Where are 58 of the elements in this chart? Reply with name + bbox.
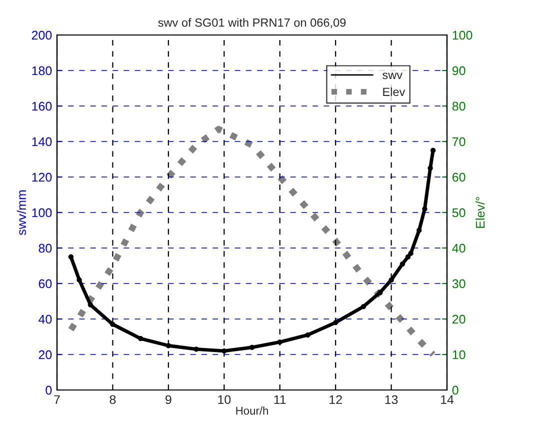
x-tick-label: 13	[385, 395, 398, 404]
point	[166, 343, 172, 348]
y2-tick-label: 10	[452, 350, 466, 360]
point	[388, 277, 394, 283]
y-tick-label: 0	[46, 386, 52, 395]
y-axis-title: swv/mm	[16, 190, 26, 236]
y-tick-label: 180	[32, 66, 52, 76]
point	[76, 277, 82, 283]
point	[360, 304, 366, 310]
point	[430, 148, 436, 153]
legend-label: swv	[382, 72, 402, 80]
y2-tick-label: 0	[452, 386, 458, 395]
y-tick-label: 200	[32, 30, 52, 40]
x-tick-label: 14	[441, 395, 454, 404]
y-tick-label: 100	[32, 208, 52, 218]
point	[277, 339, 282, 345]
y-tick-label: 80	[38, 244, 52, 253]
y2-tick-label: 70	[452, 137, 466, 146]
legend-label: Elev	[383, 87, 406, 96]
x-tick-label: 11	[274, 395, 286, 404]
x-axis-title: Hour/h	[236, 406, 268, 415]
y-tick-label: 20	[38, 350, 52, 360]
x-tick-label: 8	[110, 395, 116, 404]
x-tick-label: 12	[330, 395, 342, 404]
point	[428, 166, 433, 171]
point	[408, 250, 414, 256]
point	[400, 261, 406, 267]
point	[88, 302, 94, 308]
point	[249, 344, 255, 350]
y2-tick-label: 30	[452, 279, 466, 288]
point	[138, 336, 144, 342]
point	[222, 348, 227, 354]
y-tick-label: 40	[38, 314, 52, 324]
y-tick-label: 120	[32, 172, 52, 182]
point	[378, 290, 383, 295]
y2-tick-label: 60	[452, 172, 466, 182]
chart-title: swv of SG01 with PRN17 on 066,09	[158, 18, 346, 28]
point	[305, 332, 310, 338]
y2-tick-label: 90	[452, 66, 466, 76]
y2-tick-label: 20	[452, 314, 466, 324]
x-tick-label: 9	[166, 395, 172, 404]
point	[194, 346, 199, 352]
point	[68, 254, 74, 260]
y2-tick-label: 40	[452, 244, 466, 253]
y2-tick-label: 80	[452, 102, 466, 111]
point	[416, 228, 422, 233]
x-tick-label: 10	[218, 395, 231, 404]
point	[405, 254, 411, 260]
y-tick-label: 60	[38, 279, 52, 288]
y-tick-label: 140	[32, 137, 52, 146]
point	[422, 206, 428, 212]
y-tick-label: 160	[32, 102, 52, 111]
y2-axis-title: Elev/°	[475, 196, 485, 228]
x-tick-label: 7	[54, 395, 60, 404]
point	[332, 320, 338, 326]
y2-tick-label: 100	[452, 30, 472, 40]
y2-tick-label: 50	[452, 208, 466, 218]
point	[110, 322, 116, 327]
